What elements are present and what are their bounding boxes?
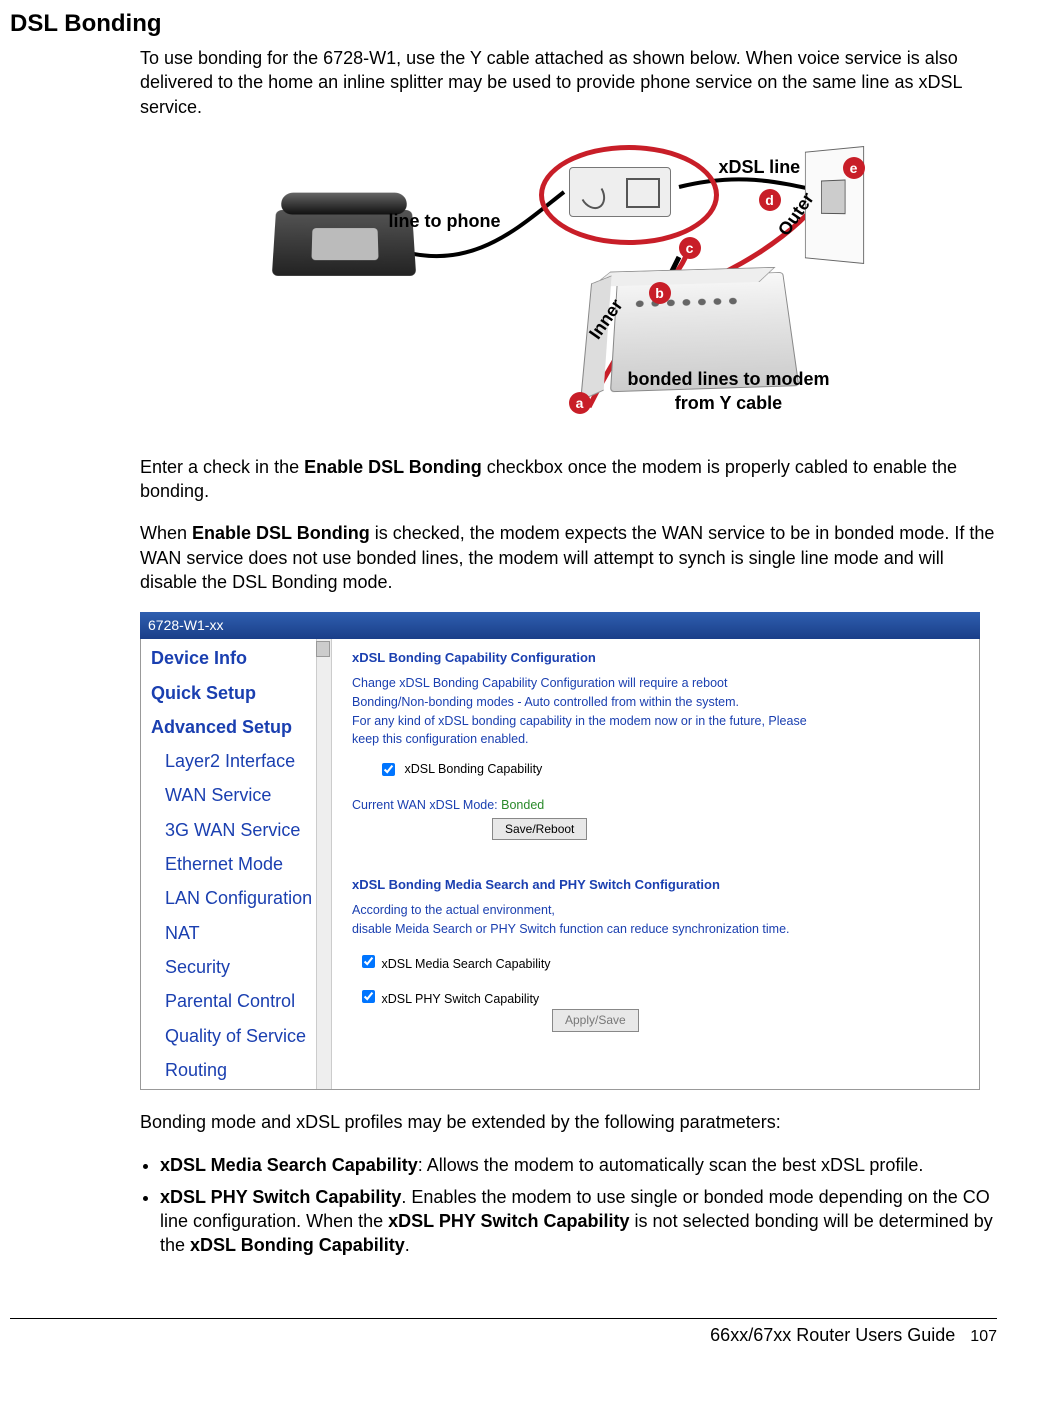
nav-ethernet-mode[interactable]: Ethernet Mode (165, 851, 331, 877)
footer-guide-name: 66xx/67xx Router Users Guide (710, 1325, 955, 1345)
checkbox-bonding-capability[interactable] (382, 763, 395, 776)
save-reboot-button[interactable]: Save/Reboot (492, 818, 587, 840)
bonding-mode-paragraph: When Enable DSL Bonding is checked, the … (140, 521, 997, 594)
note-env-1: According to the actual environment, (352, 902, 959, 919)
router-admin-screenshot: 6728-W1-xx Device Info Quick Setup Advan… (140, 612, 980, 1090)
label-xdsl-line: xDSL line (719, 155, 801, 179)
nav-wan-service[interactable]: WAN Service (165, 782, 331, 808)
nav-device-info[interactable]: Device Info (151, 645, 331, 671)
note-reboot: Change xDSL Bonding Capability Configura… (352, 675, 959, 692)
enable-bonding-paragraph: Enter a check in the Enable DSL Bonding … (140, 455, 997, 504)
nav-nat[interactable]: NAT (165, 920, 331, 946)
checkbox-bonding-label: xDSL Bonding Capability (404, 762, 542, 776)
nav-quick-setup[interactable]: Quick Setup (151, 680, 331, 706)
marker-a: a (569, 392, 591, 414)
note-auto: Bonding/Non-bonding modes - Auto control… (352, 694, 959, 711)
checkbox-media-search[interactable] (362, 955, 375, 968)
window-title: 6728-W1-xx (140, 612, 980, 639)
label-line-to-phone: line to phone (389, 209, 501, 233)
marker-e: e (843, 157, 865, 179)
nav-lan-config[interactable]: LAN Configuration (165, 885, 331, 911)
marker-c: c (679, 237, 701, 259)
apply-save-button[interactable]: Apply/Save (552, 1009, 639, 1031)
nav-security[interactable]: Security (165, 954, 331, 980)
scrollbar[interactable] (316, 639, 331, 1089)
note-future-2: keep this configuration enabled. (352, 731, 959, 748)
config-panel: xDSL Bonding Capability Configuration Ch… (332, 639, 979, 1089)
profiles-paragraph: Bonding mode and xDSL profiles may be ex… (140, 1110, 997, 1134)
capability-list: xDSL Media Search Capability: Allows the… (160, 1153, 997, 1258)
bullet-phy-switch: xDSL PHY Switch Capability. Enables the … (160, 1185, 997, 1258)
nav-advanced-setup[interactable]: Advanced Setup (151, 714, 331, 740)
intro-paragraph: To use bonding for the 6728-W1, use the … (140, 46, 997, 119)
note-env-2: disable Meida Search or PHY Switch funct… (352, 921, 959, 938)
bonding-diagram: a b c d e line to phone xDSL line bonded… (269, 137, 869, 437)
splitter-highlight (539, 145, 719, 245)
nav-3g-wan[interactable]: 3G WAN Service (165, 817, 331, 843)
nav-layer2[interactable]: Layer2 Interface (165, 748, 331, 774)
panel-heading-1: xDSL Bonding Capability Configuration (352, 649, 959, 667)
section-heading: DSL Bonding (10, 10, 997, 38)
checkbox-media-search-label: xDSL Media Search Capability (381, 957, 550, 971)
nav-qos[interactable]: Quality of Service (165, 1023, 331, 1049)
mode-label: Current WAN xDSL Mode: (352, 798, 501, 812)
bullet-media-search: xDSL Media Search Capability: Allows the… (160, 1153, 997, 1177)
label-bonded-lines: bonded lines to modem from Y cable (614, 367, 844, 416)
mode-value: Bonded (501, 798, 544, 812)
checkbox-phy-switch-label: xDSL PHY Switch Capability (381, 992, 539, 1006)
checkbox-phy-switch[interactable] (362, 990, 375, 1003)
panel-heading-2: xDSL Bonding Media Search and PHY Switch… (352, 876, 959, 894)
nav-parental[interactable]: Parental Control (165, 988, 331, 1014)
marker-b: b (649, 282, 671, 304)
note-future-1: For any kind of xDSL bonding capability … (352, 713, 959, 730)
nav-routing[interactable]: Routing (165, 1057, 331, 1083)
page-footer: 66xx/67xx Router Users Guide 107 (10, 1318, 997, 1346)
marker-d: d (759, 189, 781, 211)
footer-page-number: 107 (970, 1328, 997, 1345)
nav-sidebar: Device Info Quick Setup Advanced Setup L… (141, 639, 332, 1089)
